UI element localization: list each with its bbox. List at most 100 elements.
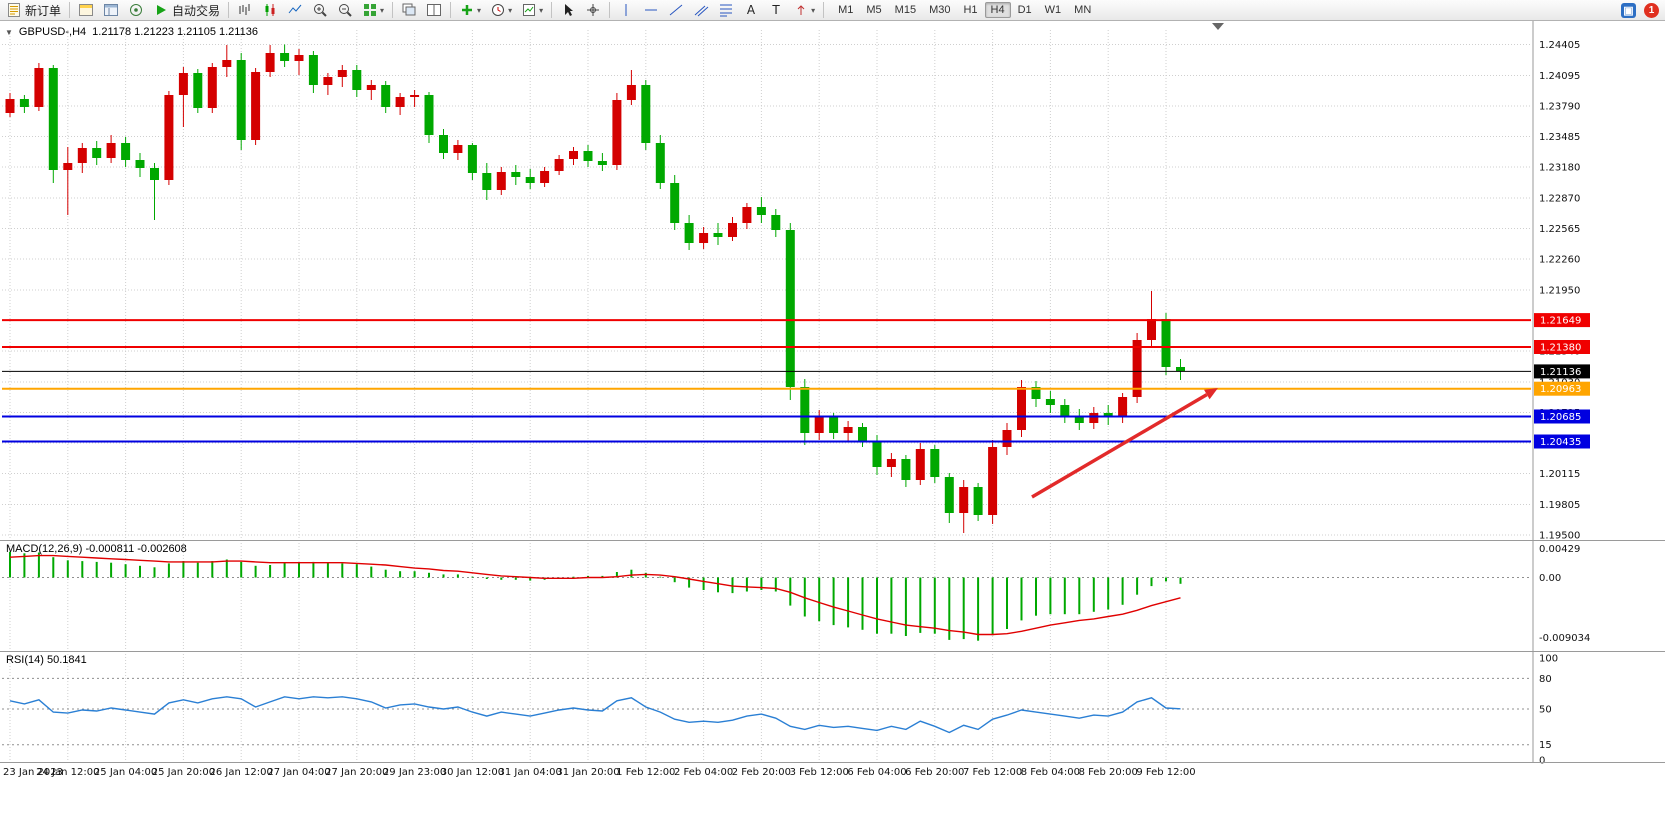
line-chart-icon xyxy=(288,4,302,14)
timeframe-h1[interactable]: H1 xyxy=(963,4,978,16)
zoom-out-button[interactable] xyxy=(333,0,357,21)
candlestick-button[interactable] xyxy=(258,0,282,21)
svg-text:8 Feb 04:00: 8 Feb 04:00 xyxy=(1021,767,1080,778)
toolbar-separator xyxy=(392,2,394,18)
svg-text:9 Feb 12:00: 9 Feb 12:00 xyxy=(1136,767,1195,778)
timeframe-m1[interactable]: M1 xyxy=(838,4,854,16)
svg-text:7 Feb 12:00: 7 Feb 12:00 xyxy=(963,767,1022,778)
svg-text:3 Feb 12:00: 3 Feb 12:00 xyxy=(790,767,849,778)
new-order-label: 新订单 xyxy=(25,3,62,18)
svg-text:25 Jan 20:00: 25 Jan 20:00 xyxy=(152,767,215,778)
ohlc-bars-icon xyxy=(239,4,250,15)
svg-text:1.24405: 1.24405 xyxy=(1539,40,1580,51)
line-chart-button[interactable] xyxy=(283,0,307,21)
indicators-button[interactable]: ▾ xyxy=(455,0,485,21)
trendline-tool-button[interactable] xyxy=(664,0,688,21)
vertical-line-tool-button[interactable] xyxy=(614,0,638,21)
svg-text:A: A xyxy=(747,3,756,17)
svg-text:1.22565: 1.22565 xyxy=(1539,224,1580,235)
svg-text:23 Jan 2023: 23 Jan 2023 xyxy=(3,767,63,778)
panel-splitter-macd[interactable] xyxy=(0,537,1665,544)
toolbar-separator xyxy=(228,2,230,18)
panel-splitter-rsi[interactable] xyxy=(0,648,1665,655)
data-window-button[interactable] xyxy=(99,0,123,21)
svg-text:1.21950: 1.21950 xyxy=(1539,286,1580,297)
timeframe-m15[interactable]: M15 xyxy=(894,4,917,16)
cursor-button[interactable] xyxy=(556,0,580,21)
svg-text:T: T xyxy=(771,3,780,17)
arrow-up-icon xyxy=(797,5,805,15)
timeframe-mn[interactable]: MN xyxy=(1074,4,1092,16)
label-t-icon: T xyxy=(771,3,780,17)
clock-icon xyxy=(492,4,505,16)
zoom-in-button[interactable] xyxy=(308,0,332,21)
crosshair-button[interactable] xyxy=(581,0,605,21)
autotrade-button[interactable]: 自动交易 xyxy=(149,0,224,21)
market-watch-icon xyxy=(79,4,94,16)
svg-text:1.19500: 1.19500 xyxy=(1539,531,1580,542)
macd-panel: 0.00429 0.00 -0.009034 xyxy=(2,544,1590,644)
svg-text:1.23180: 1.23180 xyxy=(1539,163,1580,174)
rsi-indicator-label: RSI(14) 50.1841 xyxy=(6,654,87,666)
svg-text:1.20963: 1.20963 xyxy=(1540,384,1581,395)
svg-text:30 Jan 12:00: 30 Jan 12:00 xyxy=(441,767,504,778)
svg-text:0.00429: 0.00429 xyxy=(1539,544,1580,555)
svg-text:8 Feb 20:00: 8 Feb 20:00 xyxy=(1079,767,1138,778)
svg-text:1 Feb 12:00: 1 Feb 12:00 xyxy=(616,767,675,778)
zoom-out-icon xyxy=(339,4,352,17)
svg-text:80: 80 xyxy=(1539,674,1552,685)
time-axis-area[interactable] xyxy=(0,762,1533,780)
svg-text:1.22260: 1.22260 xyxy=(1539,255,1580,266)
svg-text:100: 100 xyxy=(1539,654,1558,665)
caret-down-icon: ▾ xyxy=(539,5,544,15)
timeframe-h4[interactable]: H4 xyxy=(984,2,1011,18)
timeframe-m30[interactable]: M30 xyxy=(929,4,951,16)
timeframe-w1[interactable]: W1 xyxy=(1044,4,1062,16)
tile-grid-icon xyxy=(364,4,377,16)
tile-windows-icon xyxy=(427,4,442,16)
cursor-arrow-icon xyxy=(565,4,574,16)
channel-icon xyxy=(694,5,709,17)
svg-text:25 Jan 04:00: 25 Jan 04:00 xyxy=(94,767,157,778)
new-order-button[interactable]: 新订单 xyxy=(2,0,65,21)
community-icon[interactable]: ▣ xyxy=(1621,2,1636,18)
timeframe-d1[interactable]: D1 xyxy=(1017,4,1032,16)
cascade-windows-button[interactable] xyxy=(397,0,421,21)
market-watch-button[interactable] xyxy=(74,0,98,21)
text-tool-button[interactable]: A xyxy=(739,0,763,21)
ohlc-bars-button[interactable] xyxy=(233,0,257,21)
toolbar-separator xyxy=(551,2,553,18)
label-tool-button[interactable]: T xyxy=(764,0,788,21)
autotrade-play-icon xyxy=(157,5,167,15)
timeframe-m5[interactable]: M5 xyxy=(866,4,882,16)
tile-windows-button[interactable] xyxy=(422,0,446,21)
notification-badge[interactable]: 1 xyxy=(1644,2,1659,18)
candlestick-icon xyxy=(265,4,275,16)
svg-text:24 Jan 12:00: 24 Jan 12:00 xyxy=(36,767,99,778)
one-click-collapse-icon[interactable]: ▼ xyxy=(5,27,13,37)
profiles-button[interactable]: ▾ xyxy=(358,0,388,21)
trend-arrow-annotation xyxy=(1031,388,1218,499)
arrows-tool-button[interactable]: ▾ xyxy=(789,0,819,21)
svg-text:2 Feb 04:00: 2 Feb 04:00 xyxy=(674,767,733,778)
toolbar-separator xyxy=(609,2,611,18)
timeframe-toolbar: M1 M5 M15 M30 H1 H4 D1 W1 MN xyxy=(832,2,1097,18)
chart-shift-marker xyxy=(1212,23,1224,30)
templates-button[interactable]: ▾ xyxy=(517,0,547,21)
svg-text:27 Jan 04:00: 27 Jan 04:00 xyxy=(267,767,330,778)
broadcast-button[interactable] xyxy=(124,0,148,21)
toolbar-right-group: ▣ 1 xyxy=(1621,2,1663,18)
svg-text:27 Jan 20:00: 27 Jan 20:00 xyxy=(325,767,388,778)
horizontal-line-tool-button[interactable] xyxy=(639,0,663,21)
svg-text:15: 15 xyxy=(1539,740,1552,751)
svg-text:31 Jan 04:00: 31 Jan 04:00 xyxy=(499,767,562,778)
periods-button[interactable]: ▾ xyxy=(486,0,516,21)
horizontal-line-icon xyxy=(645,9,658,11)
svg-text:50: 50 xyxy=(1539,705,1552,716)
caret-down-icon: ▾ xyxy=(811,5,816,15)
fibonacci-tool-button[interactable] xyxy=(714,0,738,21)
svg-text:1.20435: 1.20435 xyxy=(1540,437,1581,448)
channel-tool-button[interactable] xyxy=(689,0,713,21)
